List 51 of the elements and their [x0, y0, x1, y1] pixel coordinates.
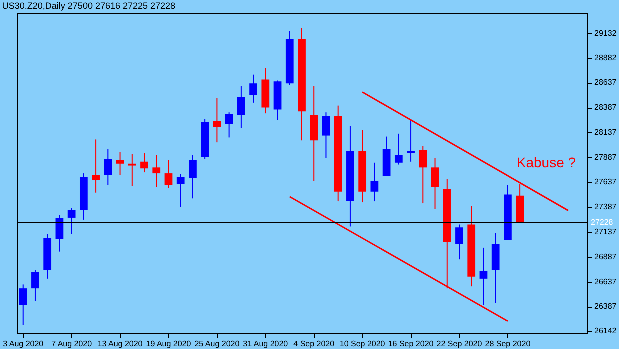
candlestick	[19, 284, 28, 326]
x-tick-label: 10 Sep 2020	[340, 340, 386, 348]
x-tick-label: 28 Sep 2020	[485, 340, 532, 348]
x-tick-label: 25 Aug 2020	[194, 340, 240, 348]
candlestick	[225, 112, 234, 138]
candlestick	[250, 74, 258, 104]
y-tick-label: 28387	[594, 103, 618, 112]
candlestick	[322, 112, 330, 159]
candlestick	[431, 158, 440, 210]
y-tick-label: 28637	[594, 78, 618, 88]
candlestick	[32, 270, 40, 302]
candlestick	[189, 154, 197, 200]
candlestick	[456, 224, 464, 260]
chart-title: US30.Z20,Daily 27500 27616 27225 27228	[2, 1, 176, 11]
x-tick-label: 7 Aug 2020	[52, 340, 93, 348]
x-tick-label: 31 Aug 2020	[243, 340, 289, 348]
candlestick	[419, 146, 428, 204]
x-tick-label: 13 Aug 2020	[98, 340, 144, 348]
candlestick	[394, 133, 403, 166]
candlestick	[480, 247, 488, 306]
y-tick-label: 28882	[594, 54, 618, 63]
candlestick	[104, 148, 112, 186]
annotation: Kabuse ?	[516, 154, 576, 170]
x-tick-label: 16 Sep 2020	[388, 340, 434, 348]
candlestick	[68, 208, 76, 235]
candlestick	[92, 139, 100, 194]
candlestick	[152, 154, 161, 188]
x-tick-label: 3 Aug 2020	[3, 340, 44, 348]
candlestick	[56, 214, 64, 252]
y-tick-label: 27387	[594, 202, 618, 212]
candlestick	[116, 152, 124, 176]
candlestick	[370, 162, 379, 202]
y-tick-label: 26637	[594, 277, 618, 286]
y-tick-label: 26387	[594, 302, 618, 312]
x-tick-label: 19 Aug 2020	[146, 340, 192, 348]
candlestick	[140, 152, 148, 174]
y-tick-label: 29132	[594, 28, 618, 38]
candlestick	[128, 154, 136, 187]
x-tick-label: 22 Sep 2020	[436, 340, 483, 348]
candlestick	[176, 174, 185, 208]
y-tick-label: 26887	[594, 252, 618, 262]
candlestick	[164, 160, 173, 188]
candlestick	[407, 120, 415, 162]
ref-line-label: 27228	[591, 218, 614, 227]
candlestick	[237, 86, 246, 129]
y-tick-label: 27137	[594, 228, 618, 237]
y-tick-label: 28137	[594, 128, 618, 137]
x-tick-label: 4 Sep 2020	[294, 340, 336, 348]
y-tick-label: 26142	[594, 326, 618, 336]
y-tick-label: 27887	[594, 152, 618, 162]
y-tick-label: 27637	[594, 178, 618, 187]
